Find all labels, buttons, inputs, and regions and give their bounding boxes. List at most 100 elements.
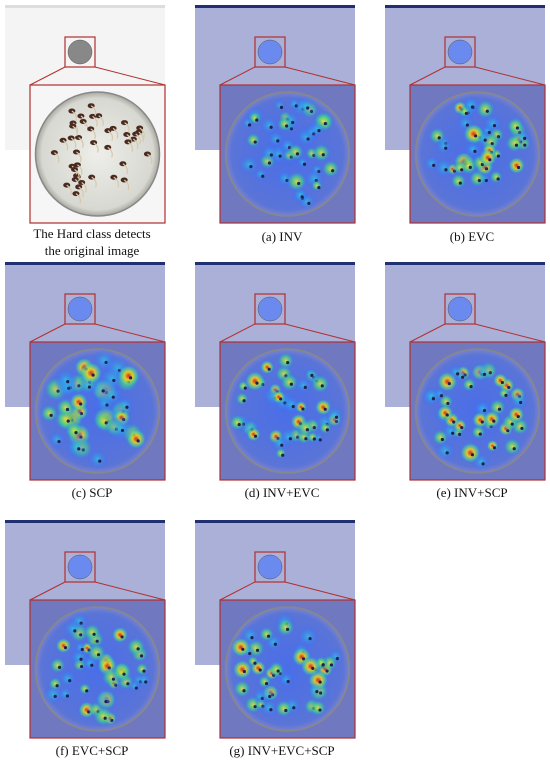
- seed: [496, 177, 500, 181]
- heat-blob: [238, 154, 260, 176]
- thumbnail-dish: [447, 39, 473, 65]
- heat-blob: [87, 448, 109, 470]
- seed: [73, 629, 77, 633]
- sprout: [147, 153, 153, 165]
- caption: (b) EVC: [450, 229, 494, 244]
- zoom-line: [94, 581, 166, 601]
- seed: [312, 437, 316, 441]
- heat-blob: [274, 447, 287, 460]
- zoom-border: [219, 341, 356, 481]
- seed: [469, 385, 473, 389]
- seed: [320, 384, 324, 388]
- seed: [90, 663, 94, 667]
- seed: [98, 459, 102, 463]
- sprout: [82, 120, 89, 132]
- seed: [474, 134, 478, 138]
- seed: [477, 178, 481, 183]
- seed: [125, 405, 129, 409]
- seed: [253, 661, 257, 665]
- zoom-line: [29, 323, 66, 343]
- seed: [504, 393, 508, 397]
- seed: [281, 453, 285, 457]
- heat-blob: [240, 116, 255, 130]
- sprout: [138, 131, 144, 143]
- seed: [306, 106, 310, 110]
- heat-blob: [235, 391, 250, 406]
- sprout: [107, 130, 114, 141]
- zoom-line: [94, 66, 166, 86]
- seed: [456, 372, 460, 376]
- heat-blob: [260, 143, 279, 163]
- seed: [473, 149, 477, 153]
- zoom-line: [219, 581, 256, 601]
- seed: [523, 136, 527, 140]
- seed: [96, 653, 101, 657]
- seed: [514, 143, 519, 147]
- panel: (d) INV+EVC: [195, 262, 356, 500]
- zoom-line: [409, 323, 446, 343]
- heat-blob: [492, 372, 509, 389]
- heat-blob: [274, 699, 294, 718]
- seed: [444, 168, 448, 172]
- zoom-border: [29, 84, 166, 224]
- heat-blob: [259, 685, 277, 704]
- heat-blob: [472, 362, 493, 383]
- seed: [255, 648, 260, 652]
- seed: [480, 420, 484, 424]
- seed: [510, 422, 514, 426]
- heat-blob: [307, 119, 327, 138]
- seed: [269, 153, 273, 157]
- heat-blob: [111, 661, 133, 684]
- heat-blob: [127, 679, 142, 693]
- thumbnail-dish: [67, 554, 93, 580]
- seed: [58, 665, 62, 670]
- seed: [482, 372, 487, 376]
- sprout: [112, 127, 119, 139]
- panel: (a) INV: [195, 5, 356, 244]
- seed: [79, 402, 83, 406]
- seed: [103, 716, 107, 720]
- sprout: [90, 105, 97, 116]
- heat-blob: [253, 167, 268, 182]
- seed: [250, 636, 254, 640]
- seed: [80, 647, 84, 652]
- sprout: [62, 139, 69, 151]
- heat-blob: [55, 637, 72, 654]
- heat-blob: [257, 674, 272, 689]
- heat-blob: [307, 682, 323, 698]
- seed: [285, 627, 290, 631]
- heat-blob: [318, 421, 332, 435]
- heat-blob: [62, 618, 84, 640]
- seed: [321, 153, 325, 157]
- seed: [242, 669, 246, 674]
- sprout: [139, 127, 145, 139]
- heat-blob: [486, 439, 499, 452]
- seed: [273, 642, 277, 646]
- sprout: [107, 146, 113, 158]
- seed: [500, 380, 504, 385]
- seed: [516, 165, 521, 170]
- sprout: [127, 141, 134, 153]
- caption: The Hard class detects: [33, 226, 150, 241]
- sprout: [78, 137, 84, 148]
- seed: [478, 432, 482, 436]
- heat-blob: [245, 132, 262, 148]
- sprout: [135, 133, 141, 145]
- sprout: [76, 151, 82, 163]
- panel-top-edge: [5, 5, 165, 8]
- heat-blob: [111, 626, 129, 644]
- seed: [144, 680, 148, 684]
- heat-blob: [78, 682, 92, 696]
- heat-blob: [276, 115, 293, 133]
- sprout: [93, 142, 99, 153]
- seed: [497, 407, 502, 411]
- heat-blob: [463, 98, 478, 112]
- seed: [68, 679, 72, 683]
- heat-blob: [246, 655, 259, 668]
- heat-blob: [232, 659, 253, 680]
- seed: [431, 397, 436, 401]
- zoom-border: [409, 84, 546, 224]
- seed: [440, 437, 444, 442]
- seed: [74, 431, 78, 435]
